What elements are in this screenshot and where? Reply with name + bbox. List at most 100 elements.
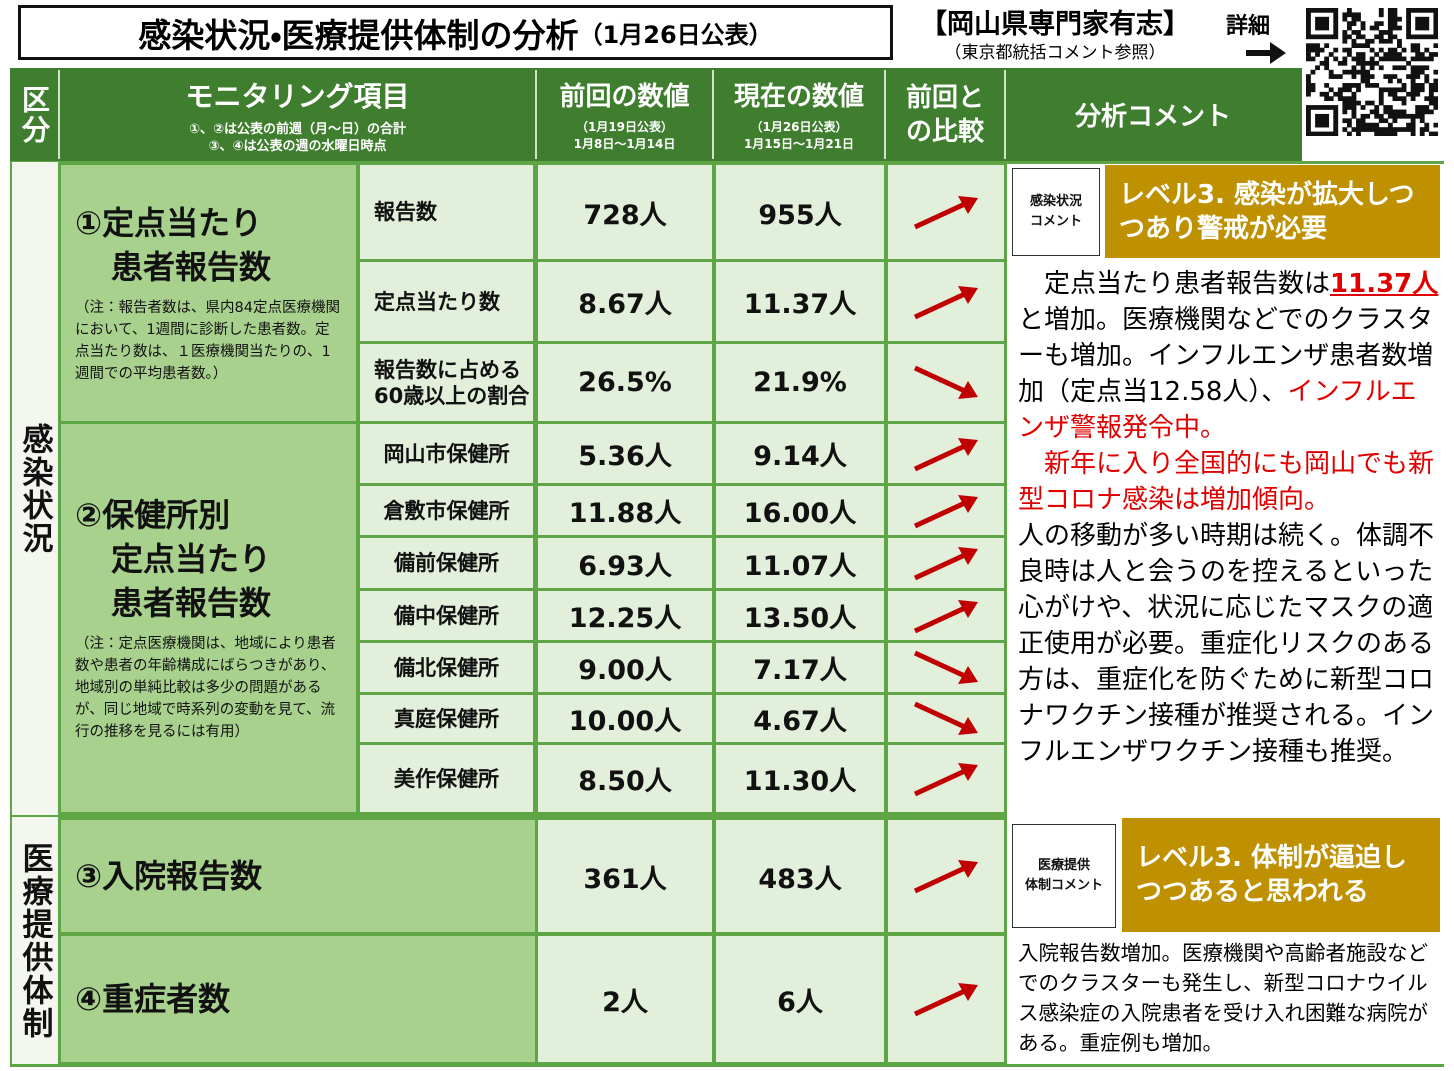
previous-cell: 11.88人 (538, 486, 712, 535)
level-text: レベル3. 体制が逼迫しつつあると思われる (1136, 843, 1408, 907)
item-cell: 真庭保健所 (360, 695, 533, 742)
source-note: （東京都統括コメント参照） (944, 43, 1166, 63)
trend-arrow (913, 701, 978, 735)
previous-value: 11.88人 (568, 498, 682, 529)
previous-cell: 8.50人 (538, 745, 712, 812)
date: （1月26日公表） (578, 21, 773, 49)
previous-cell: 9.00人 (538, 643, 712, 692)
previous-value: 8.50人 (578, 766, 672, 797)
source: 【岡山県専門家有志】 (920, 9, 1190, 40)
header-note: （1月26日公表） (750, 120, 848, 134)
comment-label-line: 感染状況 (1029, 194, 1082, 209)
previous-cell: 26.5% (538, 344, 712, 421)
comment-label-line: 体制コメント (1024, 878, 1103, 893)
item-cell: 報告数に占める 60歳以上の割合 (360, 344, 533, 421)
comparison-cell (888, 820, 1004, 932)
trend-arrow (913, 437, 978, 471)
current-cell: 483人 (716, 820, 884, 932)
item-cell: 倉敷市保健所 (360, 486, 533, 535)
header-text: 現在の数値 (733, 82, 864, 112)
comparison-cell (888, 262, 1004, 341)
previous-value: 5.36人 (578, 441, 672, 472)
current-value: 13.50人 (743, 603, 857, 634)
trend-arrow (913, 285, 978, 319)
header-category: 区分 (10, 70, 60, 159)
header-text: 分析コメント (1074, 102, 1231, 132)
header-text: 区分 (18, 84, 51, 145)
comment-segment: と増加。医療機関などでのクラスターも増加。インフルエンザ患者数増加（定点当12.… (1018, 305, 1434, 407)
comparison-cell (888, 695, 1004, 742)
previous-value: 8.67人 (578, 289, 672, 320)
current-value: 11.37人 (743, 289, 857, 320)
header-comparison: 前回との比較 (886, 70, 1006, 159)
header-previous: 前回の数値 （1月19日公表） 1月8日～1月14日 (537, 70, 714, 159)
previous-cell: 361人 (538, 820, 712, 932)
comment-segment: 11.37人 (1330, 269, 1439, 299)
previous-cell: 728人 (538, 165, 712, 259)
current-cell: 11.37人 (716, 262, 884, 341)
comment-paragraph: 定点当たり患者報告数は11.37人と増加。医療機関などでのクラスターも増加。イン… (1018, 266, 1440, 446)
previous-value: 2人 (602, 986, 648, 1018)
header-text: 前回との比較 (905, 82, 984, 147)
section-label: 感染状況 (16, 422, 53, 555)
group-label-cell: ①定点当たり 患者報告数 （注：報告者数は、県内84定点医療機関において、1週間に診… (61, 165, 356, 421)
previous-value: 26.5% (578, 367, 672, 398)
item-label: 備中保健所 (394, 603, 499, 628)
previous-cell: 6.93人 (538, 538, 712, 588)
title-box: 感染状況・医療提供体制の分析 （1月26日公表） (18, 5, 893, 60)
trend-arrow (913, 547, 978, 581)
header-note: ①、②は公表の前週（月～日）の合計 (188, 121, 406, 137)
current-value: 9.14人 (753, 441, 847, 472)
current-cell: 11.07人 (716, 538, 884, 588)
previous-value: 728人 (583, 199, 667, 231)
section-cell: 感染状況 (12, 162, 58, 815)
item-cell: 備北保健所 (360, 643, 533, 692)
header-text: モニタリング項目 (185, 79, 410, 113)
comment-level: レベル3. 感染が拡大しつつあり警戒が必要 (1105, 165, 1440, 258)
item-label: 備北保健所 (394, 655, 499, 680)
current-value: 7.17人 (753, 655, 847, 686)
comment-label-line: 医療提供 (1037, 858, 1090, 873)
item-label: 報告数 (374, 200, 437, 224)
item-cell: 備前保健所 (360, 538, 533, 588)
group-label: 患者報告数 (111, 584, 272, 622)
trend-arrow (913, 762, 978, 796)
title: 感染状況・医療提供体制の分析 (138, 15, 579, 55)
item-label: 備前保健所 (394, 551, 499, 575)
comment-paragraph: 人の移動が多い時期は続く。体調不良時は人と会うのを控えるといった心がけや、状況に… (1018, 518, 1440, 770)
item-cell: 備中保健所 (360, 591, 533, 640)
comparison-cell (888, 486, 1004, 535)
current-cell: 955人 (716, 165, 884, 259)
current-value: 483人 (758, 863, 842, 895)
comment-paragraph: 入院報告数増加。医療機関や高齢者施設などでのクラスターも発生し、新型コロナウイル… (1018, 938, 1440, 1058)
trend-arrow (913, 650, 978, 684)
current-value: 955人 (758, 199, 842, 231)
qr-code[interactable] (1306, 8, 1438, 136)
level-text: レベル3. 感染が拡大しつつあり警戒が必要 (1119, 179, 1415, 244)
comment-segment: 人の移動が多い時期は続く。体調不良時は人と会うのを控えるといった心がけや、状況に… (1018, 521, 1435, 767)
group-label: ③入院報告数 (75, 857, 263, 895)
trend-arrow (913, 860, 978, 894)
item-label: 真庭保健所 (394, 706, 499, 731)
group-label-cell: ④重症者数 (61, 936, 535, 1062)
group-note: （注：報告者数は、県内84定点医療機関において、1週間に診断した患者数。定点当た… (75, 300, 340, 382)
previous-cell: 12.25人 (538, 591, 712, 640)
current-cell: 16.00人 (716, 486, 884, 535)
current-value: 11.07人 (743, 550, 857, 582)
current-cell: 4.67人 (716, 695, 884, 742)
item-label: 報告数に占める (374, 357, 521, 382)
group-label: 定点当たり (111, 540, 272, 578)
item-cell: 岡山市保健所 (360, 424, 533, 483)
current-value: 4.67人 (753, 706, 847, 737)
comparison-cell (888, 745, 1004, 812)
item-cell: 美作保健所 (360, 745, 533, 812)
comment-text: 入院報告数増加。医療機関や高齢者施設などでのクラスターも発生し、新型コロナウイル… (1018, 938, 1440, 1064)
current-cell: 7.17人 (716, 643, 884, 692)
group-label: ②保健所別 (75, 496, 231, 534)
current-value: 11.30人 (743, 766, 857, 797)
current-cell: 6人 (716, 936, 884, 1062)
previous-value: 9.00人 (578, 655, 672, 686)
comment-text: 定点当たり患者報告数は11.37人と増加。医療機関などでのクラスターも増加。イン… (1018, 266, 1440, 814)
previous-value: 12.25人 (568, 603, 682, 634)
trend-arrow (913, 983, 978, 1017)
